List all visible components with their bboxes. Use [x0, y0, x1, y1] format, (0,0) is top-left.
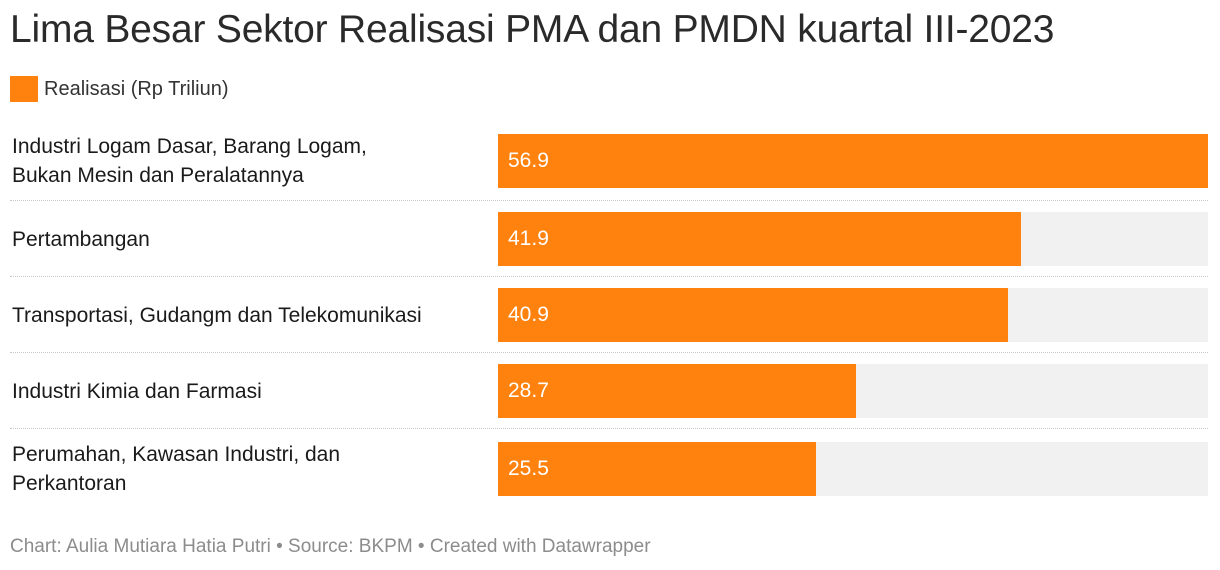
bar-track: 56.9	[498, 134, 1208, 188]
bar-value-label: 25.5	[508, 457, 549, 480]
category-label-text: Pertambangan	[12, 227, 150, 251]
bar-track: 41.9	[498, 212, 1208, 266]
bar-track: 28.7	[498, 364, 1208, 418]
row-separator	[10, 428, 1208, 429]
chart-title: Lima Besar Sektor Realisasi PMA dan PMDN…	[10, 8, 1055, 51]
bar-value-label: 41.9	[508, 227, 549, 250]
category-label-text: Perumahan, Kawasan Industri, dan Perkanto…	[12, 443, 341, 495]
bar-value-label: 40.9	[508, 303, 549, 326]
category-label-text: Industri Logam Dasar, Barang Logam, Bukan…	[12, 135, 367, 187]
bar-value-label: 56.9	[508, 149, 549, 172]
category-label-text: Transportasi, Gudangm dan Telekomunikasi	[12, 303, 422, 327]
legend: Realisasi (Rp Triliun)	[10, 76, 229, 102]
category-label: Industri Kimia dan Farmasi	[12, 364, 492, 418]
bar	[498, 288, 1009, 342]
chart-footer: Chart: Aulia Mutiara Hatia Putri • Sourc…	[10, 536, 651, 557]
category-label: Perumahan, Kawasan Industri, dan Perkanto…	[12, 442, 492, 496]
bar-track: 40.9	[498, 288, 1208, 342]
row-separator	[10, 276, 1208, 277]
category-label: Transportasi, Gudangm dan Telekomunikasi	[12, 288, 492, 342]
bar	[498, 212, 1021, 266]
legend-swatch	[10, 76, 38, 102]
bar	[498, 134, 1208, 188]
bar-value-label: 28.7	[508, 379, 549, 402]
legend-label: Realisasi (Rp Triliun)	[44, 77, 229, 100]
row-separator	[10, 352, 1208, 353]
bar	[498, 442, 817, 496]
category-label: Pertambangan	[12, 212, 492, 266]
bar-track: 25.5	[498, 442, 1208, 496]
category-label: Industri Logam Dasar, Barang Logam, Bukan…	[12, 134, 492, 188]
bar	[498, 364, 857, 418]
category-label-text: Industri Kimia dan Farmasi	[12, 379, 262, 403]
row-separator	[10, 200, 1208, 201]
